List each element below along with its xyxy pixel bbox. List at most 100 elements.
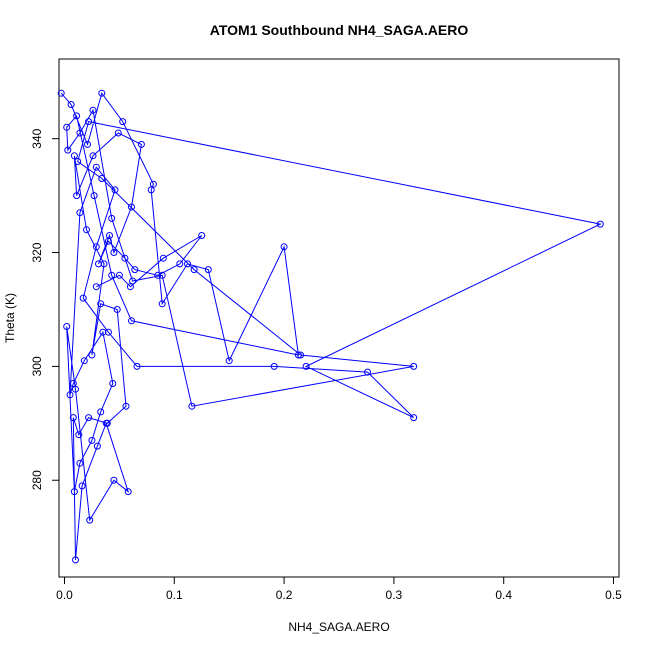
data-point bbox=[154, 271, 162, 279]
data-point bbox=[110, 249, 118, 256]
data-point bbox=[158, 300, 166, 308]
data-point bbox=[122, 402, 130, 410]
data-point bbox=[85, 414, 93, 422]
x-tick-label: 0.0 bbox=[56, 588, 73, 602]
data-point bbox=[147, 186, 155, 194]
data-point bbox=[137, 140, 145, 148]
data-point bbox=[74, 158, 82, 165]
data-point bbox=[79, 294, 87, 302]
data-point bbox=[115, 271, 123, 279]
data-point bbox=[190, 266, 198, 274]
y-tick-label: 280 bbox=[30, 470, 44, 490]
data-point bbox=[133, 362, 141, 370]
data-point bbox=[64, 146, 72, 154]
data-point bbox=[75, 431, 83, 439]
data-point bbox=[98, 175, 106, 182]
x-tick-label: 0.5 bbox=[605, 588, 622, 602]
data-point bbox=[76, 129, 84, 137]
data-point bbox=[225, 357, 233, 365]
data-point bbox=[410, 362, 418, 370]
data-point bbox=[70, 488, 78, 496]
data-point bbox=[109, 380, 117, 387]
y-axis: 280 300 320 340 bbox=[30, 128, 60, 490]
data-point bbox=[76, 209, 84, 217]
data-point bbox=[184, 260, 191, 268]
data-point bbox=[131, 266, 139, 274]
data-point bbox=[76, 459, 84, 467]
data-point bbox=[97, 408, 105, 416]
data-point bbox=[302, 362, 310, 370]
y-tick-label: 320 bbox=[30, 242, 44, 262]
data-point bbox=[270, 362, 278, 370]
data-point bbox=[67, 101, 75, 108]
series-lines bbox=[60, 92, 602, 560]
data-point bbox=[188, 402, 196, 410]
data-point bbox=[93, 442, 101, 450]
data-point bbox=[128, 203, 135, 211]
data-point bbox=[97, 300, 105, 308]
data-point bbox=[89, 106, 97, 114]
data-point bbox=[80, 357, 88, 365]
data-point bbox=[159, 254, 167, 262]
data-point bbox=[63, 323, 71, 330]
data-point bbox=[108, 271, 116, 279]
series-line bbox=[60, 92, 602, 560]
data-point bbox=[69, 414, 77, 422]
x-axis-label: NH4_SAGA.AERO bbox=[288, 620, 389, 634]
data-point bbox=[88, 351, 96, 359]
data-point bbox=[410, 414, 418, 422]
data-point bbox=[126, 283, 134, 291]
data-point bbox=[113, 306, 121, 313]
data-point bbox=[92, 283, 100, 291]
x-axis: 0.0 0.1 0.2 0.3 0.4 0.5 bbox=[56, 576, 622, 602]
data-point bbox=[280, 243, 288, 251]
data-point bbox=[121, 254, 129, 262]
data-point bbox=[98, 89, 106, 97]
x-tick-label: 0.3 bbox=[386, 588, 403, 602]
data-point bbox=[176, 260, 184, 268]
data-point bbox=[83, 226, 90, 234]
data-point bbox=[364, 368, 371, 376]
data-point bbox=[108, 214, 116, 222]
data-point bbox=[72, 556, 79, 564]
chart-title: ATOM1 Southbound NH4_SAGA.AERO bbox=[210, 22, 469, 38]
data-point bbox=[92, 243, 100, 251]
data-point bbox=[72, 385, 79, 393]
data-point bbox=[114, 129, 122, 137]
x-tick-label: 0.2 bbox=[276, 588, 293, 602]
series-points bbox=[57, 89, 604, 564]
data-point bbox=[92, 163, 100, 171]
data-point bbox=[84, 140, 91, 148]
data-point bbox=[70, 152, 78, 160]
data-point bbox=[57, 89, 65, 97]
data-point bbox=[73, 112, 81, 120]
data-point bbox=[128, 317, 135, 325]
y-tick-label: 300 bbox=[30, 356, 44, 376]
data-point bbox=[596, 220, 604, 228]
data-point bbox=[78, 482, 86, 490]
data-point bbox=[110, 476, 118, 484]
data-point bbox=[99, 328, 107, 336]
x-tick-label: 0.1 bbox=[166, 588, 183, 602]
data-point bbox=[294, 351, 302, 359]
data-point bbox=[89, 152, 97, 160]
plot-frame bbox=[58, 58, 620, 578]
data-point bbox=[86, 516, 94, 524]
data-point bbox=[63, 123, 71, 131]
data-point bbox=[66, 391, 74, 399]
data-point bbox=[198, 232, 206, 239]
data-point bbox=[73, 192, 81, 200]
y-axis-label: Theta (K) bbox=[3, 293, 17, 343]
data-point bbox=[85, 118, 93, 126]
y-tick-label: 340 bbox=[30, 128, 44, 148]
data-point bbox=[88, 436, 96, 444]
data-point bbox=[111, 186, 119, 194]
data-point bbox=[124, 488, 132, 496]
data-point bbox=[95, 260, 102, 268]
data-point bbox=[90, 192, 98, 200]
data-point bbox=[297, 351, 305, 359]
data-point bbox=[158, 271, 166, 279]
data-point bbox=[103, 419, 111, 427]
x-tick-label: 0.4 bbox=[495, 588, 512, 602]
data-point bbox=[119, 118, 127, 126]
